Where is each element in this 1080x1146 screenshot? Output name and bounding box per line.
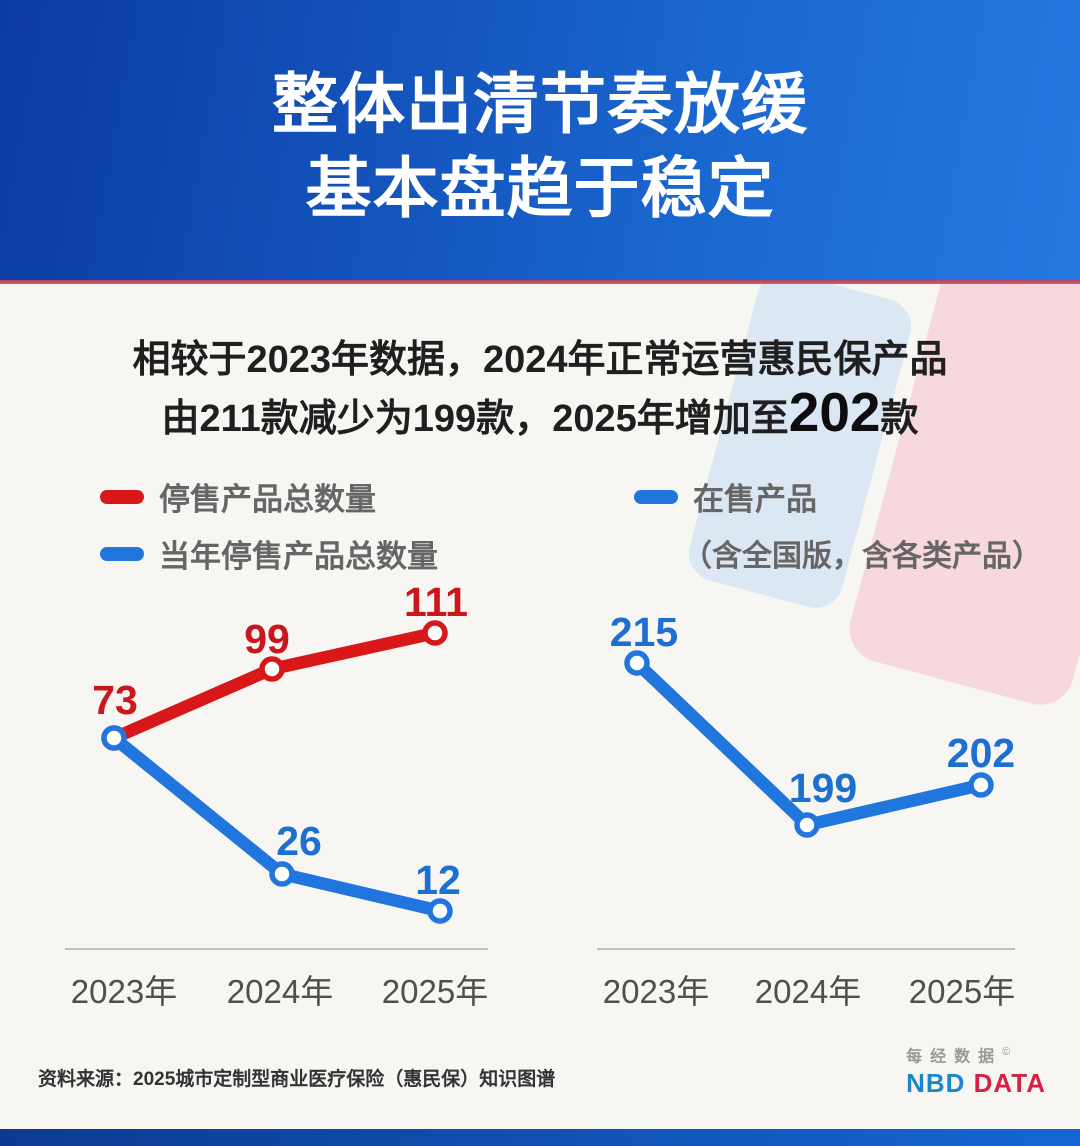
data-point-marker — [794, 812, 820, 838]
header-accent-divider — [0, 280, 1080, 284]
data-point-marker — [101, 725, 127, 751]
value-label: 111 — [404, 579, 468, 625]
x-axis-tick-label: 2025年 — [909, 973, 1015, 1010]
legend-label: 在售产品 — [693, 482, 817, 517]
legend-swatch-red — [100, 489, 144, 504]
x-axis-tick-label: 2025年 — [382, 973, 488, 1010]
bottom-accent-bar — [0, 1129, 1080, 1146]
subtitle-line2-prefix: 由211款减少为199款，2025年增加至 — [161, 398, 789, 440]
value-label: 215 — [610, 609, 678, 655]
data-point-marker — [259, 656, 285, 682]
nbd-logo-nbd: NBD — [906, 1068, 966, 1099]
x-axis-tick-label: 2023年 — [603, 973, 709, 1010]
legend-item-discontinued-total: 停售产品总数量 — [100, 474, 438, 519]
value-label: 12 — [415, 857, 461, 903]
page-title-line1: 整体出清节奏放缓 — [272, 67, 808, 141]
legend-item-on-sale: 在售产品 — [634, 474, 1042, 519]
copyright-mark: © — [1002, 1046, 1011, 1058]
x-axis-tick-label: 2024年 — [755, 973, 861, 1010]
nbd-logo-data: DATA — [973, 1068, 1046, 1099]
legend-swatch-blue — [100, 546, 144, 561]
nbd-logo-chinese: 每经数据© — [906, 1046, 1046, 1067]
subtitle-highlight-number: 202 — [788, 381, 881, 443]
value-label: 73 — [92, 677, 138, 723]
nbd-logo-english: NBD DATA — [906, 1067, 1046, 1100]
legend-left: 停售产品总数量 当年停售产品总数量 — [100, 474, 438, 588]
data-point-marker — [269, 861, 295, 887]
data-point-marker — [624, 650, 650, 676]
nbd-logo-chinese-text: 每经数据 — [906, 1048, 1003, 1066]
value-label: 202 — [947, 730, 1015, 776]
header-banner: 整体出清节奏放缓 基本盘趋于稳定 — [0, 0, 1080, 280]
source-note: 资料来源：2025城市定制型商业医疗保险（惠民保）知识图谱 — [38, 1069, 556, 1090]
page-title: 整体出清节奏放缓 基本盘趋于稳定 — [0, 0, 1080, 230]
value-label: 199 — [789, 765, 857, 811]
subtitle-block: 相较于2023年数据，2024年正常运营惠民保产品 由211款减少为199款，2… — [0, 336, 1080, 447]
subtitle-line2-suffix: 款 — [880, 398, 919, 440]
data-point-marker — [422, 620, 448, 646]
legend-swatch-blue — [634, 489, 678, 504]
value-label: 26 — [276, 818, 322, 864]
value-label: 99 — [244, 616, 290, 662]
subtitle-line2: 由211款减少为199款，2025年增加至202款 — [0, 384, 1080, 447]
subtitle-line1: 相较于2023年数据，2024年正常运营惠民保产品 — [132, 339, 948, 381]
legend-right: 在售产品 （含全国版，含各类产品） — [634, 474, 1042, 575]
legend-label: 停售产品总数量 — [159, 482, 376, 517]
legend-item-discontinued-year: 当年停售产品总数量 — [100, 531, 438, 576]
legend-label: 当年停售产品总数量 — [159, 539, 438, 574]
x-axis-tick-label: 2023年 — [71, 973, 177, 1010]
data-point-marker — [427, 898, 453, 924]
nbd-data-logo: 每经数据© NBD DATA — [906, 1046, 1046, 1100]
data-point-marker — [968, 772, 994, 798]
legend-sublabel: （含全国版，含各类产品） — [682, 540, 1042, 573]
x-axis-tick-label: 2024年 — [227, 973, 333, 1010]
page-title-line2: 基本盘趋于稳定 — [305, 151, 775, 225]
